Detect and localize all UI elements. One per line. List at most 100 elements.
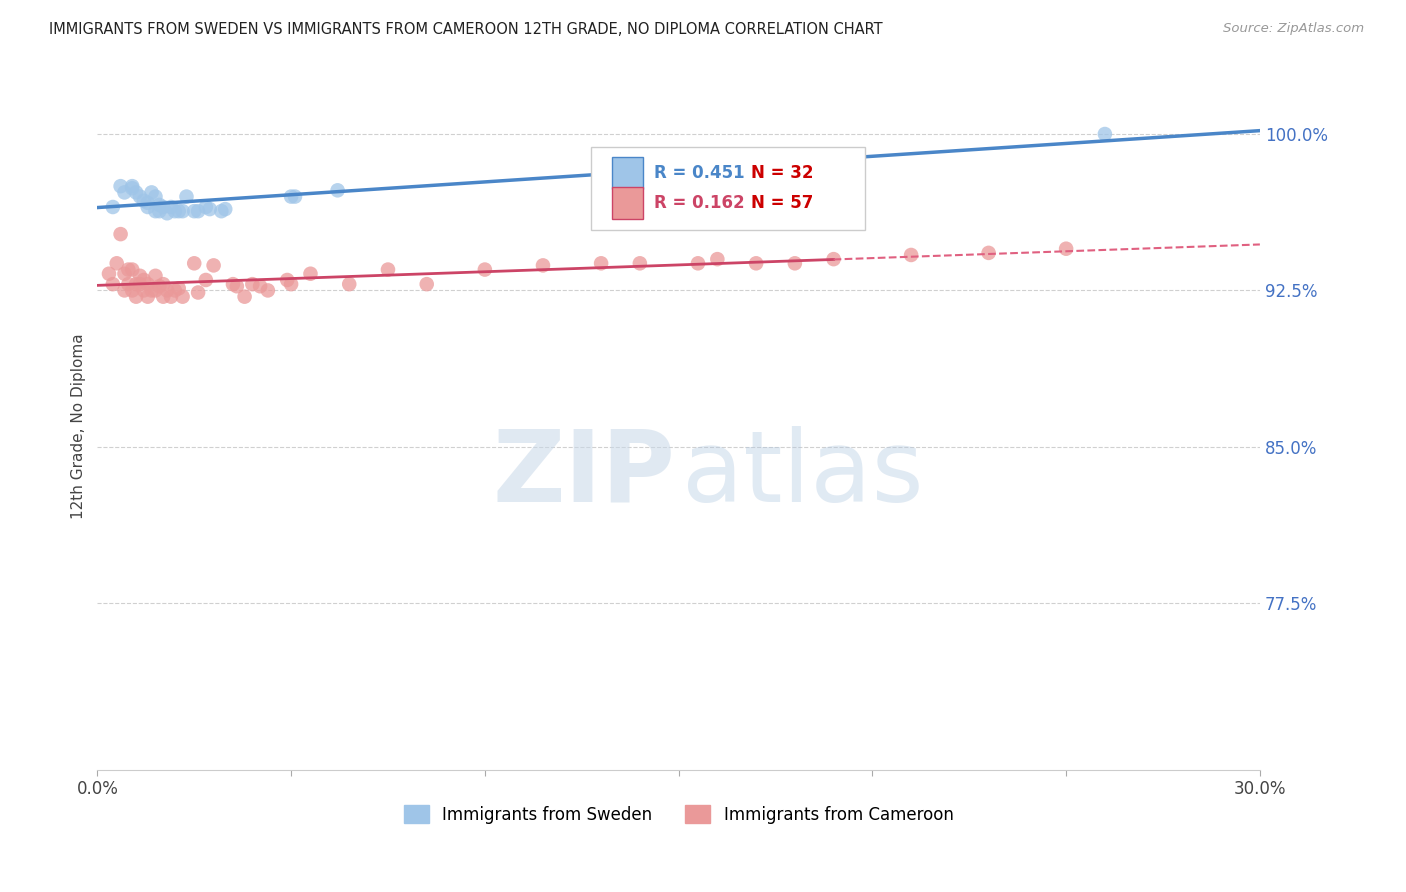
Point [172,204,194,219]
Point [198,202,221,216]
Point [148,279,170,293]
Point [121,284,143,298]
FancyBboxPatch shape [592,147,865,230]
Point [209,204,232,219]
Point [977,245,1000,260]
Point [706,252,728,267]
Point [326,183,349,197]
Point [202,259,225,273]
Point [125,186,148,200]
Point [628,256,651,270]
Point [745,256,768,270]
Point [194,200,217,214]
Point [225,279,247,293]
Text: N = 57: N = 57 [751,194,813,212]
Point [98,267,121,281]
Point [110,179,132,194]
Point [114,267,136,281]
Point [280,189,302,203]
Text: R = 0.162: R = 0.162 [654,194,745,212]
Point [152,290,174,304]
Point [214,202,236,216]
Point [249,279,271,293]
Legend: Immigrants from Sweden, Immigrants from Cameroon: Immigrants from Sweden, Immigrants from … [404,805,953,823]
Point [101,277,124,292]
Point [233,290,256,304]
Point [121,181,143,195]
Point [132,284,155,298]
Point [183,204,205,219]
Point [114,284,136,298]
Point [160,290,183,304]
Text: IMMIGRANTS FROM SWEDEN VS IMMIGRANTS FROM CAMEROON 12TH GRADE, NO DIPLOMA CORREL: IMMIGRANTS FROM SWEDEN VS IMMIGRANTS FRO… [49,22,883,37]
Point [160,200,183,214]
Point [183,256,205,270]
Point [299,267,322,281]
Point [416,277,439,292]
Point [114,186,136,200]
Point [337,277,360,292]
Point [136,195,159,210]
Point [136,200,159,214]
Point [110,227,132,241]
Point [132,273,155,287]
Point [129,189,152,203]
Point [531,259,554,273]
Point [194,273,217,287]
Point [783,256,806,270]
Point [187,285,209,300]
Point [117,262,139,277]
Text: atlas: atlas [682,425,924,523]
Point [900,248,922,262]
Point [172,290,194,304]
Point [276,273,298,287]
Point [125,290,148,304]
Point [167,204,190,219]
Text: R = 0.451: R = 0.451 [654,164,745,182]
Point [280,277,302,292]
Text: Source: ZipAtlas.com: Source: ZipAtlas.com [1223,22,1364,36]
Point [145,204,167,219]
Point [105,256,128,270]
Point [145,189,167,203]
Point [156,284,179,298]
Point [474,262,496,277]
Point [187,204,209,219]
Point [823,252,845,267]
Point [125,277,148,292]
Point [257,284,280,298]
Y-axis label: 12th Grade, No Diploma: 12th Grade, No Diploma [72,333,86,519]
Text: ZIP: ZIP [492,425,675,523]
Point [121,262,143,277]
Point [117,277,139,292]
Point [145,284,167,298]
FancyBboxPatch shape [613,187,643,219]
Point [132,194,155,208]
Point [222,277,245,292]
Point [101,200,124,214]
Point [152,200,174,214]
FancyBboxPatch shape [613,157,643,188]
Point [129,277,152,292]
Point [284,189,307,203]
Point [686,256,709,270]
Point [1054,242,1077,256]
Point [591,256,613,270]
Point [141,284,163,298]
Point [136,277,159,292]
Point [240,277,263,292]
Text: N = 32: N = 32 [751,164,813,182]
Point [148,204,170,219]
Point [167,281,190,295]
Point [1094,127,1116,141]
Point [121,179,143,194]
Point [136,290,159,304]
Point [148,198,170,212]
Point [163,284,186,298]
Point [163,204,186,219]
Point [156,206,179,220]
Point [141,186,163,200]
Point [129,268,152,283]
Point [377,262,399,277]
Point [152,277,174,292]
